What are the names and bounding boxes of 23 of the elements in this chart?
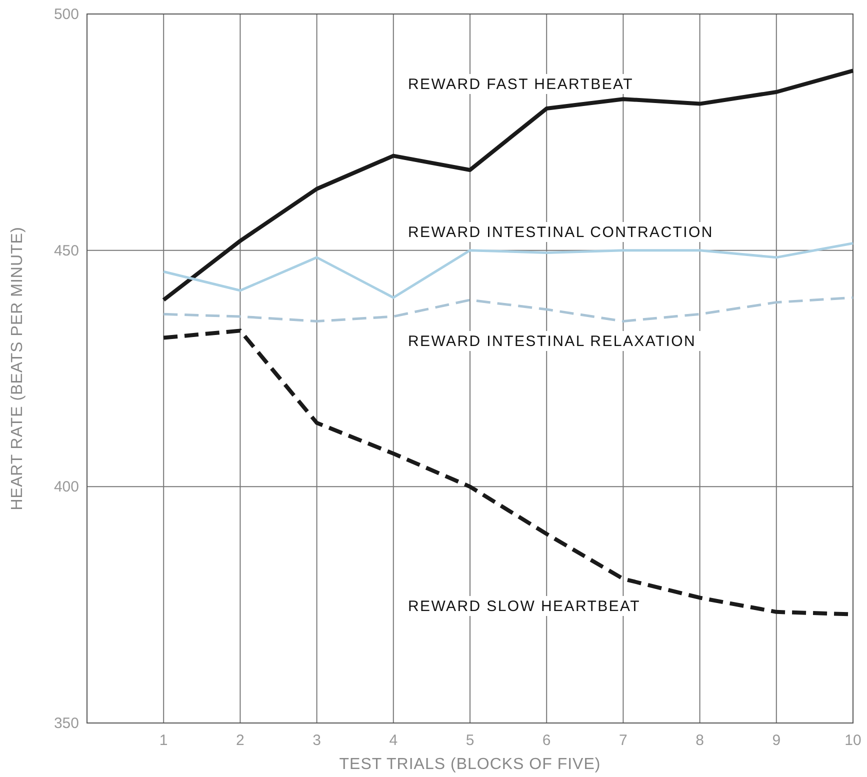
x-tick-label: 10 bbox=[844, 732, 862, 749]
x-tick-label: 9 bbox=[772, 732, 781, 749]
y-tick-label: 350 bbox=[54, 715, 79, 732]
series-label: REWARD SLOW HEARTBEAT bbox=[408, 598, 640, 615]
x-tick-label: 6 bbox=[542, 732, 551, 749]
line-series bbox=[162, 68, 855, 302]
x-tick-label: 5 bbox=[466, 732, 474, 749]
y-tick-label: 450 bbox=[54, 242, 79, 260]
y-tick-label: 400 bbox=[54, 478, 79, 496]
series-label: REWARD INTESTINAL CONTRACTION bbox=[408, 224, 714, 241]
x-tick-label: 3 bbox=[312, 732, 321, 749]
series-label: REWARD FAST HEARTBEAT bbox=[408, 76, 634, 93]
x-axis-title: TEST TRIALS (BLOCKS OF FIVE) bbox=[339, 756, 601, 773]
x-tick-label: 2 bbox=[236, 732, 244, 749]
series-label: REWARD INTESTINAL RELAXATION bbox=[408, 333, 696, 350]
x-tick-label: 4 bbox=[389, 732, 398, 749]
y-axis-title: HEART RATE (BEATS PER MINUTE) bbox=[9, 226, 26, 510]
x-tick-label: 7 bbox=[619, 732, 628, 749]
x-tick-label: 8 bbox=[696, 732, 704, 749]
line-series bbox=[162, 242, 854, 299]
line-series bbox=[162, 296, 854, 322]
y-tick-label: 500 bbox=[54, 6, 79, 23]
x-tick-label: 1 bbox=[159, 732, 168, 749]
